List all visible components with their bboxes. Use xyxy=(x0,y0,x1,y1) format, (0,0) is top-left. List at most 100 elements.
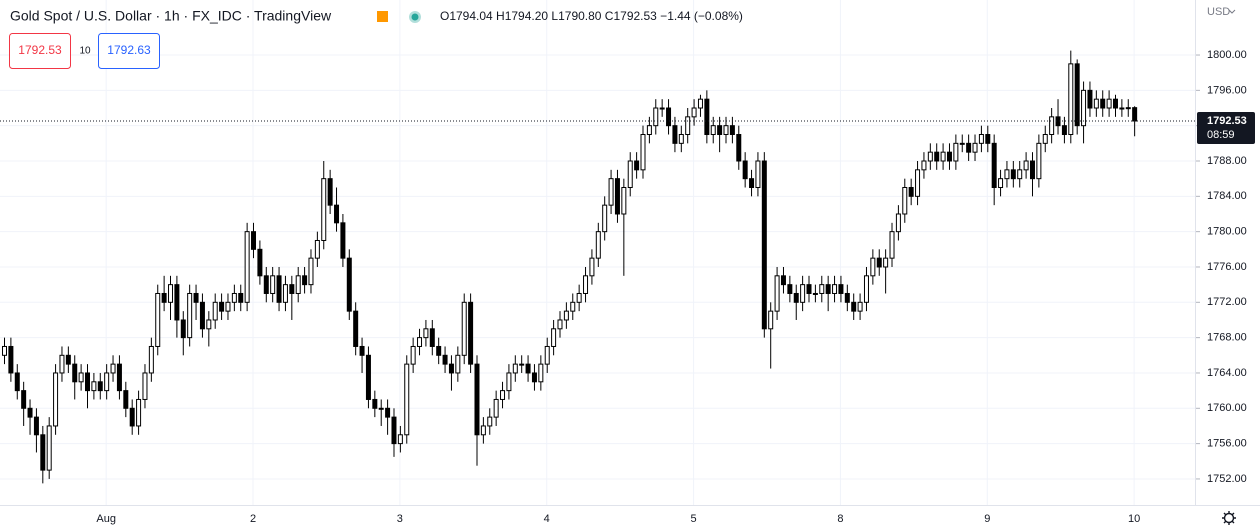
candle-body xyxy=(966,142,972,153)
candle-body xyxy=(959,142,965,145)
candle-body xyxy=(934,151,940,162)
bid-price: 1792.53 xyxy=(18,43,62,57)
candle-body xyxy=(608,178,614,206)
candle-body xyxy=(1042,134,1048,144)
candle-body xyxy=(915,169,921,197)
candle-body xyxy=(276,275,282,303)
candle-body xyxy=(659,107,665,110)
candle-body xyxy=(563,310,569,321)
candle-body xyxy=(672,125,678,144)
y-tick-label: 1796.00 xyxy=(1207,84,1247,96)
candle-body xyxy=(155,292,161,347)
candle-body xyxy=(429,328,435,347)
candle-body xyxy=(812,292,818,295)
candle-body xyxy=(334,204,340,224)
candle-body xyxy=(123,390,129,409)
y-tick-label: 1788.00 xyxy=(1207,155,1247,167)
candle-body xyxy=(365,354,371,400)
y-tick-label: 1756.00 xyxy=(1207,438,1247,450)
candle-body xyxy=(519,363,525,366)
candle-body xyxy=(46,425,52,471)
candle-body xyxy=(749,178,755,188)
candle-body xyxy=(570,301,576,312)
plot xyxy=(0,50,1195,484)
candle-body xyxy=(583,275,589,294)
candle-body xyxy=(1087,89,1093,109)
candle-body xyxy=(314,239,320,259)
candle-body xyxy=(142,372,148,400)
candle-body xyxy=(640,134,646,171)
candle-body xyxy=(991,142,997,188)
y-tick-label: 1780.00 xyxy=(1207,226,1247,238)
candle-body xyxy=(1029,160,1035,180)
candle-body xyxy=(851,301,857,312)
candle-body xyxy=(199,301,205,330)
candle-body xyxy=(85,372,91,392)
y-tick-label: 1760.00 xyxy=(1207,402,1247,414)
candle-body xyxy=(646,125,652,136)
x-tick-label: 4 xyxy=(544,513,550,525)
candle-body xyxy=(97,381,103,392)
candle-body xyxy=(595,231,601,259)
candle-body xyxy=(193,292,199,303)
candle-body xyxy=(883,257,889,268)
candle-body xyxy=(953,142,959,162)
candle-body xyxy=(576,292,582,303)
candle-body xyxy=(614,178,620,215)
candle-body xyxy=(1081,89,1087,127)
candle-body xyxy=(168,284,174,303)
candle-body xyxy=(187,292,193,339)
candle-body xyxy=(634,160,640,171)
candle-body xyxy=(257,248,263,277)
candle-body xyxy=(876,257,882,268)
y-tick-label: 1776.00 xyxy=(1207,261,1247,273)
candle-body xyxy=(710,125,716,136)
candle-body xyxy=(174,284,180,321)
settings-icon[interactable] xyxy=(1222,511,1236,525)
candle-body xyxy=(251,231,257,250)
candle-body xyxy=(110,363,116,374)
candle-body xyxy=(238,292,244,303)
status-dot xyxy=(411,13,419,21)
candle-body xyxy=(327,178,333,206)
candle-body xyxy=(800,284,806,303)
currency-selector[interactable]: USD xyxy=(1207,6,1230,18)
candle-body xyxy=(793,292,799,303)
flag-icon[interactable] xyxy=(377,11,388,22)
candle-body xyxy=(231,292,237,303)
candle-body xyxy=(308,257,314,286)
candle-body xyxy=(602,204,608,233)
chart-title: Gold Spot / U.S. Dollar · 1h · FX_IDC · … xyxy=(10,8,332,24)
candle-body xyxy=(72,363,78,383)
candle-body xyxy=(895,213,901,233)
price-label-box xyxy=(1197,111,1255,144)
spread: 10 xyxy=(79,46,91,57)
candle-body xyxy=(998,178,1004,188)
candle-body xyxy=(889,231,895,259)
buy-button[interactable] xyxy=(98,33,160,69)
candle-body xyxy=(8,345,14,374)
x-tick-label: 9 xyxy=(984,513,990,525)
candle-body xyxy=(1100,98,1106,109)
sell-button[interactable] xyxy=(9,33,71,69)
candle-body xyxy=(295,275,301,294)
candle-body xyxy=(104,372,110,392)
candle-body xyxy=(551,328,557,347)
candle-body xyxy=(33,416,39,436)
y-tick-label: 1764.00 xyxy=(1207,367,1247,379)
candle-body xyxy=(1004,169,1010,180)
y-tick-label: 1800.00 xyxy=(1207,49,1247,61)
y-tick-label: 1772.00 xyxy=(1207,296,1247,308)
candle-body xyxy=(736,134,742,162)
candle-body xyxy=(972,142,978,153)
candle-body xyxy=(1106,98,1112,109)
candle-body xyxy=(14,372,20,392)
candle-body xyxy=(404,363,410,436)
candle-body xyxy=(1093,98,1099,109)
candle-body xyxy=(180,319,186,339)
candle-body xyxy=(729,125,735,136)
candle-body xyxy=(691,107,697,118)
candle-body xyxy=(289,284,295,294)
candle-body xyxy=(844,292,850,303)
candle-body xyxy=(468,301,474,365)
